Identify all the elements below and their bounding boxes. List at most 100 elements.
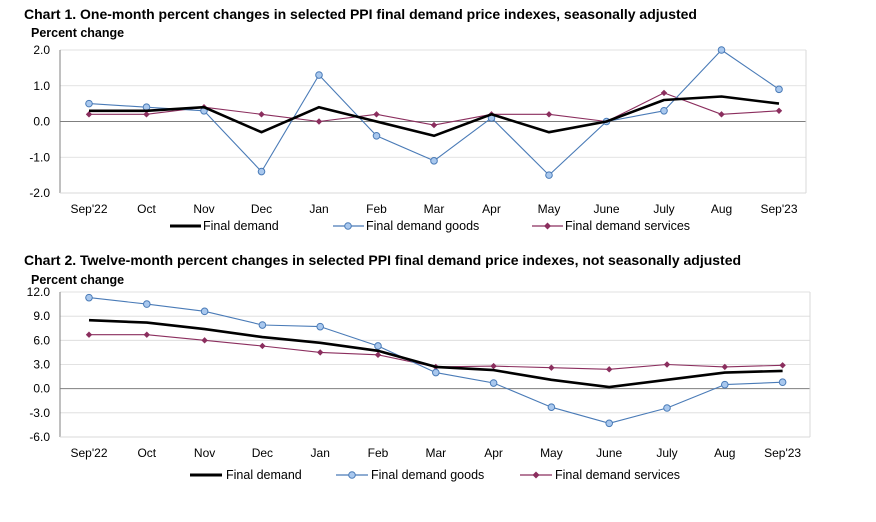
x-tick-label: Sep'22 — [71, 202, 108, 216]
chart1-legend-final-demand: Final demand — [203, 219, 279, 233]
data-point-services — [548, 364, 555, 371]
data-point-services — [775, 107, 783, 114]
data-point-goods — [545, 171, 553, 179]
x-tick-label: Sep'22 — [71, 446, 108, 460]
data-point-goods — [605, 419, 614, 428]
data-point-services — [85, 111, 93, 118]
series-line-goods — [88, 49, 780, 176]
chart1-y-axis-label: Percent change — [31, 26, 124, 40]
x-tick-label: Sep'23 — [761, 202, 798, 216]
chart1-legend-final-demand-services: Final demand services — [565, 219, 690, 233]
data-point-goods — [257, 167, 266, 176]
data-point-goods — [374, 342, 382, 350]
y-tick-label: -6.0 — [29, 430, 50, 444]
data-point-services — [201, 337, 208, 344]
chart2-title: Chart 2. Twelve-month percent changes in… — [24, 252, 741, 268]
data-point-services — [490, 362, 497, 370]
x-tick-label: Aug — [711, 202, 732, 216]
data-point-services — [259, 342, 266, 350]
x-tick-label: Feb — [366, 202, 387, 216]
x-tick-label: July — [653, 202, 674, 216]
x-tick-label: Apr — [484, 446, 503, 460]
data-point-goods — [775, 85, 783, 94]
y-tick-label: 0.0 — [33, 382, 50, 396]
data-point-goods — [547, 403, 556, 411]
data-point-services — [143, 331, 150, 338]
y-tick-label: 0.0 — [33, 115, 50, 129]
y-tick-label: 12.0 — [27, 285, 51, 299]
data-point-services — [374, 351, 382, 359]
data-point-goods — [430, 157, 438, 165]
x-tick-label: Mar — [424, 202, 445, 216]
chart2-legend-final-demand-goods: Final demand goods — [371, 468, 484, 482]
x-tick-label: May — [538, 202, 561, 216]
data-point-services — [606, 366, 613, 373]
y-tick-label: 1.0 — [33, 79, 50, 93]
data-point-goods — [85, 293, 93, 302]
chart1-title: Chart 1. One-month percent changes in se… — [24, 6, 697, 22]
chart2-legend-goods-marker — [348, 471, 356, 479]
chart1-series — [85, 46, 783, 179]
y-tick-label: -3.0 — [29, 406, 50, 420]
data-point-goods — [315, 71, 323, 79]
chart2-y-axis-label: Percent change — [31, 273, 124, 287]
x-tick-label: Jan — [309, 202, 328, 216]
data-point-services — [315, 118, 323, 125]
x-tick-label: Dec — [251, 202, 272, 216]
data-point-services — [779, 362, 786, 369]
data-point-goods — [660, 106, 668, 115]
data-point-goods — [372, 132, 381, 140]
x-tick-label: Aug — [714, 446, 735, 460]
y-tick-label: 6.0 — [33, 333, 50, 347]
data-point-goods — [432, 368, 440, 377]
data-point-services — [85, 331, 93, 338]
chart2-gridlines — [59, 291, 811, 438]
chart2-y-ticks: 12.0 9.0 6.0 3.0 0.0 -3.0 -6.0 — [27, 285, 51, 444]
data-point-services — [718, 111, 725, 118]
x-tick-label: Oct — [137, 202, 156, 216]
x-tick-label: May — [540, 446, 563, 460]
x-tick-label: Apr — [482, 202, 501, 216]
x-tick-label: Oct — [137, 446, 156, 460]
x-tick-label: July — [656, 446, 677, 460]
series-line-final-demand — [88, 318, 783, 389]
chart1-legend-final-demand-goods: Final demand goods — [366, 219, 479, 233]
chart2-legend-final-demand: Final demand — [226, 468, 302, 482]
chart1-legend-goods-marker — [344, 222, 352, 230]
data-point-goods — [316, 322, 325, 331]
data-point-services — [317, 349, 324, 356]
data-point-goods — [143, 300, 151, 308]
chart2-legend-final-demand-services: Final demand services — [555, 468, 680, 482]
x-tick-label: June — [593, 202, 619, 216]
data-point-services — [373, 111, 380, 118]
data-point-goods — [721, 380, 729, 389]
x-tick-label: Feb — [368, 446, 389, 460]
x-tick-label: Mar — [425, 446, 446, 460]
data-point-services — [143, 111, 150, 118]
chart2-x-ticks: Sep'22 Oct Nov Dec Jan Feb Mar Apr May June July Au… — [71, 446, 802, 460]
y-tick-label: 3.0 — [33, 358, 50, 372]
data-point-goods — [258, 321, 267, 329]
data-point-services — [545, 111, 553, 118]
data-point-goods — [717, 46, 726, 54]
chart1-y-ticks: 2.0 1.0 0.0 -1.0 -2.0 — [29, 43, 50, 200]
chart2-legend: Final demand Final demand goods Final de… — [190, 468, 680, 482]
data-point-goods — [663, 404, 671, 412]
chart2-series — [85, 293, 787, 428]
y-tick-label: -2.0 — [29, 186, 50, 200]
chart1-gridlines — [59, 49, 807, 194]
data-point-goods — [489, 379, 498, 387]
x-tick-label: Sep'23 — [764, 446, 801, 460]
chart2-legend-services-marker — [532, 471, 540, 479]
x-tick-label: Nov — [194, 446, 215, 460]
x-tick-label: Dec — [252, 446, 273, 460]
y-tick-label: -1.0 — [29, 150, 50, 164]
data-point-goods — [778, 378, 787, 387]
series-line-final-demand — [89, 95, 780, 138]
data-point-goods — [200, 307, 209, 316]
chart1-x-ticks: Sep'22 Oct Nov Dec Jan Feb Mar Apr May June July Au… — [71, 202, 798, 216]
x-tick-label: Nov — [193, 202, 214, 216]
chart1-legend: Final demand Final demand goods Final de… — [170, 219, 690, 233]
data-point-services — [430, 121, 438, 129]
